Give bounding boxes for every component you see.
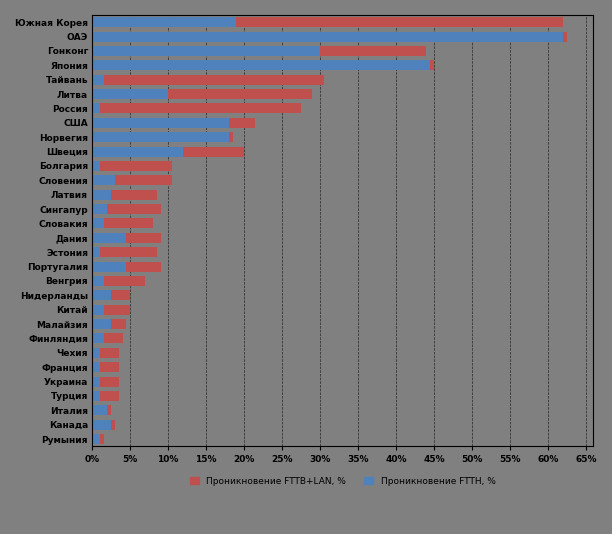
Bar <box>107 204 160 214</box>
Bar <box>92 175 115 185</box>
Bar <box>100 104 301 113</box>
Bar <box>92 204 107 214</box>
Bar <box>100 247 157 257</box>
Bar <box>92 89 168 99</box>
Bar <box>92 362 100 372</box>
Bar <box>184 146 244 156</box>
Bar <box>92 434 100 444</box>
Bar <box>92 405 107 415</box>
Bar <box>92 319 111 329</box>
Bar <box>111 420 115 430</box>
Bar <box>92 420 111 430</box>
Bar <box>168 89 312 99</box>
Bar <box>92 60 430 70</box>
Bar <box>103 75 324 85</box>
Bar <box>111 290 130 300</box>
Bar <box>92 391 100 401</box>
Bar <box>103 333 122 343</box>
Bar <box>229 132 233 142</box>
Bar <box>103 218 153 229</box>
Bar <box>92 233 126 243</box>
Bar <box>107 405 111 415</box>
Bar <box>92 161 100 171</box>
Bar <box>126 262 160 272</box>
Bar <box>103 276 145 286</box>
Bar <box>92 348 100 358</box>
Bar <box>100 161 172 171</box>
Bar <box>92 262 126 272</box>
Bar <box>103 305 130 315</box>
Bar <box>92 276 103 286</box>
Bar <box>100 391 119 401</box>
Bar <box>92 290 111 300</box>
Bar <box>92 132 229 142</box>
Bar <box>100 348 119 358</box>
Bar <box>126 233 160 243</box>
Bar <box>92 118 229 128</box>
Legend: Проникновение FTTB+LAN, %, Проникновение FTTH, %: Проникновение FTTB+LAN, %, Проникновение… <box>187 473 499 489</box>
Bar <box>320 46 427 56</box>
Bar <box>563 32 567 42</box>
Bar <box>92 190 111 200</box>
Bar <box>92 333 103 343</box>
Bar <box>115 175 172 185</box>
Bar <box>92 218 103 229</box>
Bar <box>92 305 103 315</box>
Bar <box>100 362 119 372</box>
Bar <box>92 46 320 56</box>
Bar <box>92 146 184 156</box>
Bar <box>92 32 563 42</box>
Bar <box>92 376 100 387</box>
Bar <box>229 118 255 128</box>
Bar <box>92 17 236 27</box>
Bar <box>111 190 157 200</box>
Bar <box>92 75 103 85</box>
Bar <box>92 104 100 113</box>
Bar <box>100 376 119 387</box>
Bar <box>111 319 126 329</box>
Bar <box>236 17 563 27</box>
Bar <box>430 60 434 70</box>
Bar <box>100 434 103 444</box>
Bar <box>92 247 100 257</box>
